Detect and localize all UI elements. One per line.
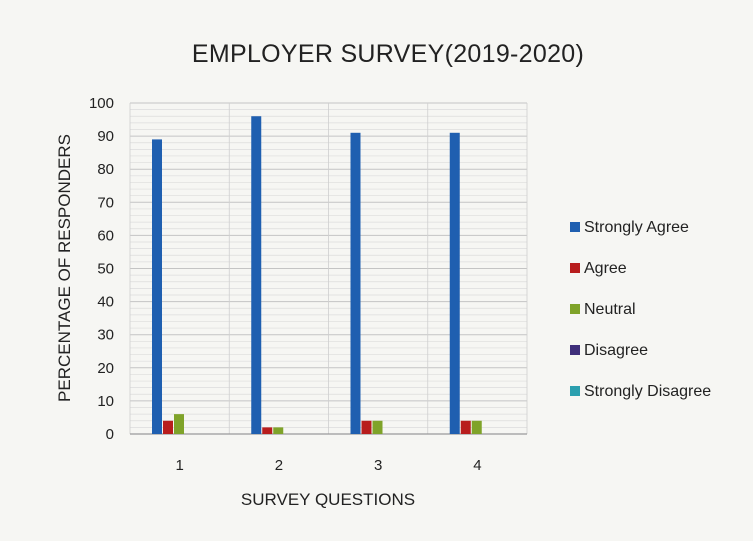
y-tick-label: 20	[97, 360, 114, 377]
bar-agree-q3	[361, 420, 372, 434]
bar-strongly-agree-q4	[449, 132, 460, 435]
legend-label: Neutral	[584, 301, 636, 318]
legend-swatch	[570, 222, 580, 232]
y-tick-label: 30	[97, 327, 114, 344]
legend-label: Strongly Disagree	[584, 383, 711, 400]
bar-strongly-agree-q2	[251, 116, 262, 435]
bar-neutral-q4	[471, 420, 482, 434]
legend-swatch	[570, 263, 580, 273]
bar-neutral-q3	[372, 420, 383, 434]
bar-agree-q1	[163, 420, 173, 434]
legend-swatch	[570, 345, 580, 355]
bar-agree-q4	[460, 420, 471, 434]
y-tick-label: 90	[97, 128, 114, 145]
y-tick-label: 60	[97, 227, 114, 244]
bar-strongly-agree-q3	[350, 132, 361, 435]
y-tick-label: 100	[89, 95, 114, 112]
bar-strongly-agree-q1	[152, 139, 162, 434]
legend-label: Disagree	[584, 342, 648, 359]
chart-title: EMPLOYER SURVEY(2019-2020)	[192, 40, 584, 68]
x-axis-ticks: 1 2 3 4	[175, 457, 481, 474]
y-tick-label: 40	[97, 294, 114, 311]
y-tick-label: 70	[97, 194, 114, 211]
x-tick-label: 4	[473, 457, 481, 474]
y-axis-title: PERCENTAGE OF RESPONDERS	[55, 134, 74, 402]
bar-agree-q2	[262, 427, 273, 434]
x-tick-label: 1	[175, 457, 183, 474]
y-tick-label: 80	[97, 161, 114, 178]
bar-neutral-q1	[174, 414, 184, 434]
legend-label: Agree	[584, 260, 627, 277]
y-axis-ticks: 0 10 20 30 40 50 60 70 80 90 100	[89, 95, 114, 443]
y-tick-label: 10	[97, 393, 114, 410]
gridlines	[129, 102, 528, 435]
legend-swatch	[570, 304, 580, 314]
y-tick-label: 50	[97, 261, 114, 278]
legend-swatch	[570, 386, 580, 396]
legend: Strongly Agree Agree Neutral Disagree Strong…	[570, 219, 711, 400]
x-axis-title: SURVEY QUESTIONS	[241, 490, 415, 509]
y-tick-label: 0	[106, 426, 114, 443]
bars	[152, 116, 482, 435]
x-tick-label: 2	[275, 457, 283, 474]
x-tick-label: 3	[374, 457, 382, 474]
bar-neutral-q2	[273, 427, 284, 434]
legend-label: Strongly Agree	[584, 219, 689, 236]
